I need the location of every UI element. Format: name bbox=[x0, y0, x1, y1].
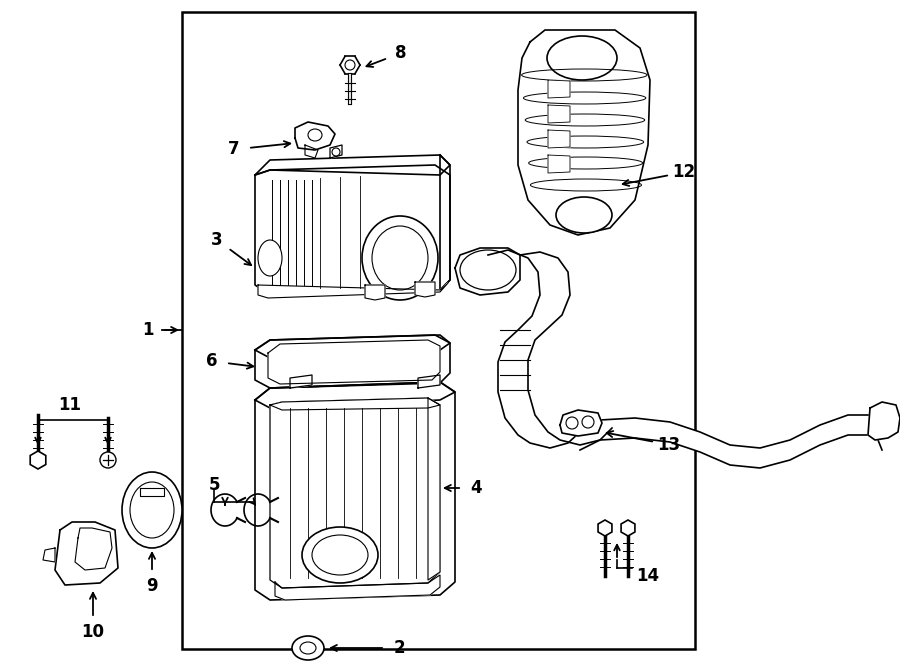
Polygon shape bbox=[255, 382, 455, 408]
Ellipse shape bbox=[292, 636, 324, 660]
Polygon shape bbox=[305, 145, 318, 158]
Ellipse shape bbox=[100, 452, 116, 468]
Text: 9: 9 bbox=[146, 577, 158, 595]
Polygon shape bbox=[268, 340, 440, 384]
Polygon shape bbox=[548, 80, 570, 98]
Polygon shape bbox=[270, 398, 440, 588]
Ellipse shape bbox=[302, 527, 378, 583]
Ellipse shape bbox=[362, 216, 438, 300]
Ellipse shape bbox=[345, 60, 355, 70]
Polygon shape bbox=[270, 398, 440, 410]
Polygon shape bbox=[440, 155, 450, 290]
Text: 14: 14 bbox=[636, 567, 660, 585]
Polygon shape bbox=[31, 451, 46, 469]
Ellipse shape bbox=[332, 148, 340, 156]
Polygon shape bbox=[275, 575, 440, 600]
Polygon shape bbox=[428, 398, 440, 580]
Polygon shape bbox=[295, 122, 335, 150]
Polygon shape bbox=[365, 285, 385, 300]
Polygon shape bbox=[548, 130, 570, 148]
Polygon shape bbox=[255, 382, 455, 600]
Polygon shape bbox=[868, 402, 900, 440]
Text: 10: 10 bbox=[82, 623, 104, 641]
Ellipse shape bbox=[547, 36, 617, 80]
Polygon shape bbox=[255, 335, 450, 358]
Ellipse shape bbox=[122, 472, 182, 548]
Text: 3: 3 bbox=[211, 231, 222, 249]
Polygon shape bbox=[255, 335, 450, 388]
Ellipse shape bbox=[460, 250, 516, 290]
Polygon shape bbox=[548, 155, 570, 173]
Polygon shape bbox=[621, 520, 634, 536]
Ellipse shape bbox=[582, 416, 594, 428]
Polygon shape bbox=[488, 250, 612, 448]
Polygon shape bbox=[455, 248, 520, 295]
Polygon shape bbox=[598, 520, 612, 536]
Ellipse shape bbox=[566, 417, 578, 429]
Polygon shape bbox=[548, 105, 570, 123]
Text: 6: 6 bbox=[206, 352, 218, 370]
Polygon shape bbox=[140, 488, 164, 496]
Ellipse shape bbox=[258, 240, 282, 276]
Polygon shape bbox=[418, 375, 440, 388]
Ellipse shape bbox=[308, 129, 322, 141]
Polygon shape bbox=[55, 522, 118, 585]
Text: 1: 1 bbox=[142, 321, 154, 339]
Ellipse shape bbox=[130, 482, 174, 538]
Polygon shape bbox=[560, 410, 602, 436]
Ellipse shape bbox=[372, 226, 428, 290]
Text: 8: 8 bbox=[395, 44, 407, 62]
Text: 7: 7 bbox=[229, 141, 240, 159]
Ellipse shape bbox=[556, 197, 612, 233]
Text: 13: 13 bbox=[657, 436, 680, 453]
Text: 4: 4 bbox=[470, 479, 482, 497]
Ellipse shape bbox=[312, 535, 368, 575]
Text: 12: 12 bbox=[672, 163, 696, 181]
Polygon shape bbox=[290, 375, 312, 388]
Ellipse shape bbox=[300, 642, 316, 654]
Polygon shape bbox=[255, 155, 450, 175]
Polygon shape bbox=[330, 145, 342, 158]
Polygon shape bbox=[255, 165, 450, 295]
Bar bbox=[182, 12, 695, 649]
Polygon shape bbox=[258, 283, 448, 298]
Text: 5: 5 bbox=[208, 476, 220, 494]
Polygon shape bbox=[518, 30, 650, 235]
Polygon shape bbox=[415, 282, 435, 297]
Text: 11: 11 bbox=[58, 396, 82, 414]
Polygon shape bbox=[43, 548, 55, 562]
Polygon shape bbox=[580, 415, 882, 468]
Polygon shape bbox=[75, 528, 112, 570]
Text: 2: 2 bbox=[393, 639, 405, 657]
